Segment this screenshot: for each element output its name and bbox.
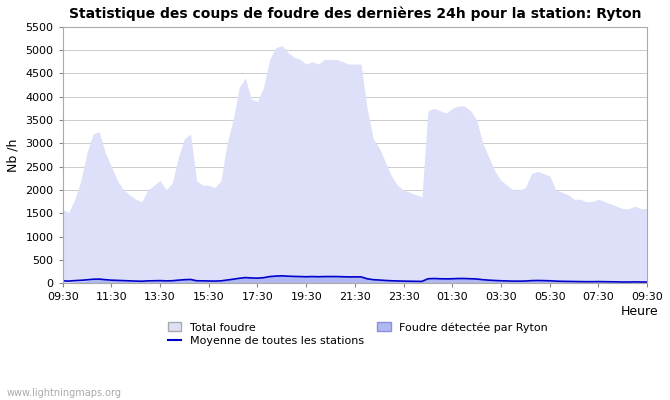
X-axis label: Heure: Heure xyxy=(621,305,659,318)
Legend: Total foudre, Moyenne de toutes les stations, Foudre détectée par Ryton: Total foudre, Moyenne de toutes les stat… xyxy=(168,322,548,346)
Title: Statistique des coups de foudre des dernières 24h pour la station: Ryton: Statistique des coups de foudre des dern… xyxy=(68,7,641,22)
Y-axis label: Nb /h: Nb /h xyxy=(7,138,20,172)
Text: www.lightningmaps.org: www.lightningmaps.org xyxy=(7,388,122,398)
